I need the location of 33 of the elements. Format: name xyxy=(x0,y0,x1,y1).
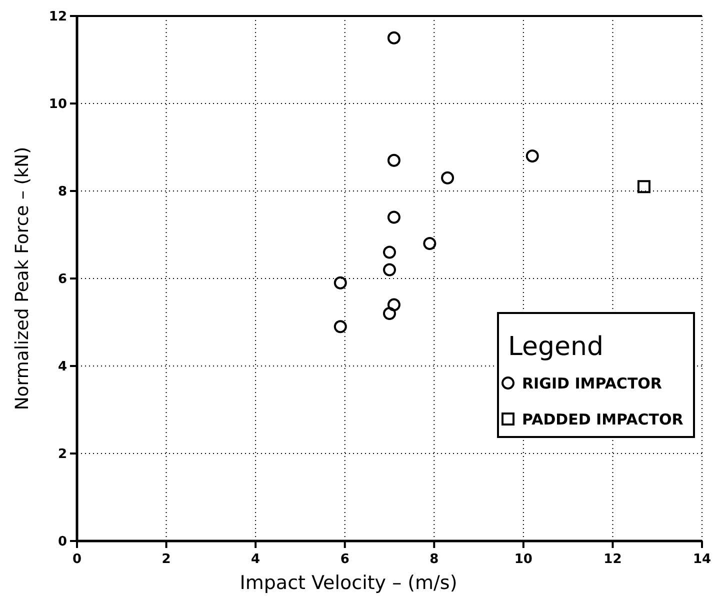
legend-label: PADDED IMPACTOR xyxy=(522,410,684,428)
y-tick-label: 2 xyxy=(58,447,67,462)
x-tick-label: 8 xyxy=(430,552,439,567)
legend-label: RIGID IMPACTOR xyxy=(522,374,662,392)
y-tick-label: 4 xyxy=(58,360,67,375)
x-tick-label: 10 xyxy=(514,552,532,567)
point xyxy=(383,307,396,320)
point xyxy=(637,180,650,194)
x-tick-label: 4 xyxy=(251,552,260,567)
y-tick-label: 6 xyxy=(58,272,67,288)
point xyxy=(387,210,400,224)
point xyxy=(334,276,347,290)
x-tick-label: 6 xyxy=(340,552,350,567)
y-tick-label: 10 xyxy=(48,97,67,112)
point xyxy=(387,298,400,312)
point xyxy=(387,31,400,44)
y-tick-label: 8 xyxy=(58,184,67,200)
point xyxy=(387,154,400,167)
point xyxy=(441,171,454,184)
point xyxy=(334,320,347,334)
legend-title: Legend xyxy=(508,332,604,362)
y-tick-label: 0 xyxy=(58,534,67,550)
point xyxy=(423,237,436,250)
y-axis-title: Normalized Peak Force – (kN) xyxy=(12,146,33,410)
x-tick-label: 14 xyxy=(692,552,712,567)
y-tick-label: 12 xyxy=(48,10,67,25)
x-tick-label: 0 xyxy=(72,552,82,567)
x-axis-title: Impact Velocity – (m/s) xyxy=(240,572,458,594)
x-tick-label: 12 xyxy=(604,552,622,567)
point xyxy=(383,246,396,259)
x-tick-label: 2 xyxy=(162,552,171,567)
point xyxy=(383,263,396,276)
point xyxy=(526,150,539,162)
